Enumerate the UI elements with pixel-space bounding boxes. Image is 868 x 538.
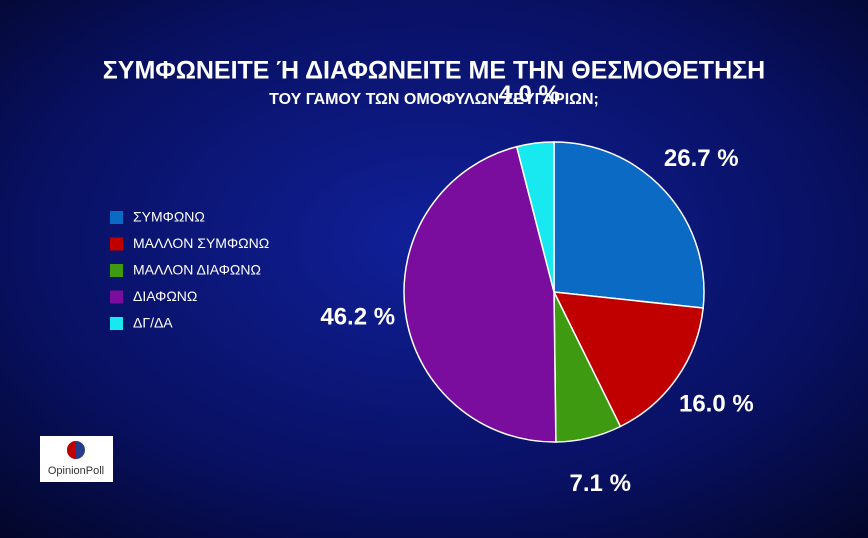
- legend-swatch: [110, 264, 123, 277]
- legend-label: ΣΥΜΦΩΝΩ: [133, 209, 205, 225]
- data-label: 16.0 %: [679, 391, 754, 418]
- data-label: 7.1 %: [570, 470, 631, 497]
- legend-swatch: [110, 317, 123, 330]
- pie-slice: [552, 291, 704, 428]
- data-label: 46.2 %: [320, 303, 395, 330]
- legend-swatch: [110, 237, 123, 251]
- logo: OpinionPoll: [40, 436, 113, 482]
- chart-title: ΣΥΜΦΩΝΕΙΤΕ Ή ΔΙΑΦΩΝΕΙΤΕ ΜΕ ΤΗΝ ΘΕΣΜΟΘΕΤΗ…: [103, 57, 765, 85]
- legend-label: ΜΑΛΛΟΝ ΔΙΑΦΩΝΩ: [133, 262, 261, 278]
- chart-subtitle: ΤΟΥ ΓΑΜΟΥ ΤΩΝ ΟΜΟΦΥΛΩΝ ΖΕΥΓΑΡΙΩΝ;: [269, 91, 599, 108]
- logo-mark: [67, 441, 76, 459]
- source: OpinionPoll: [48, 465, 104, 477]
- pie-slice: [553, 141, 705, 309]
- legend-label: ΜΑΛΛΟΝ ΣΥΜΦΩΝΩ: [133, 235, 269, 251]
- pie-slice: [515, 141, 555, 293]
- legend-label: ΔΙΑΦΩΝΩ: [133, 288, 197, 304]
- legend-swatch: [110, 290, 123, 304]
- legend-swatch: [110, 211, 123, 224]
- legend-label: ΔΓ/ΔΑ: [133, 315, 173, 331]
- data-label: 4.0 %: [498, 81, 559, 108]
- data-label: 26.7 %: [664, 145, 739, 172]
- pie-slice: [403, 145, 557, 443]
